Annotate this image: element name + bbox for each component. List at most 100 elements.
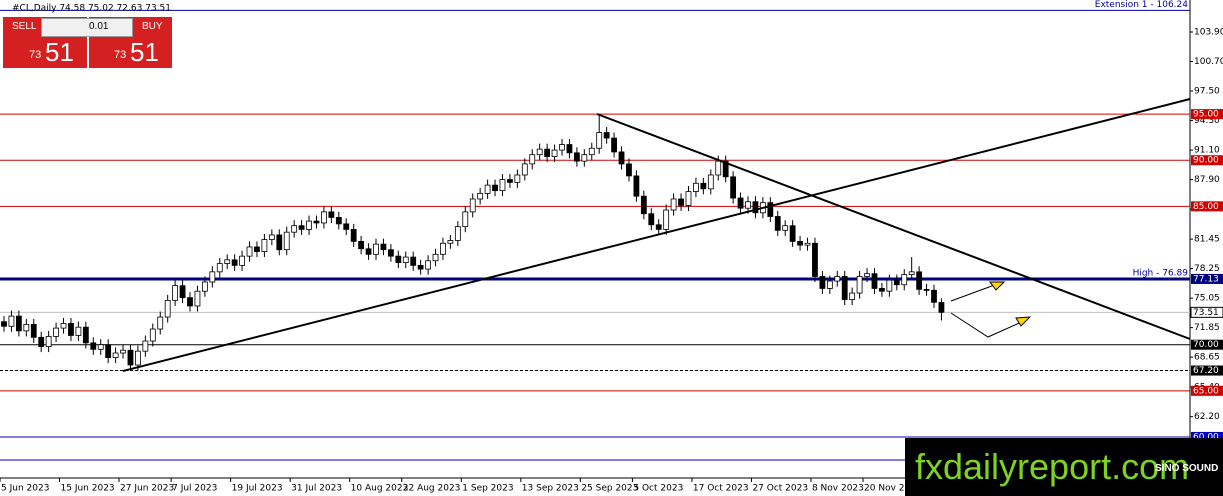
- candle-body: [135, 350, 141, 366]
- candle-body: [923, 288, 930, 291]
- arrow-head: [989, 281, 1006, 291]
- x-tick-label: 13 Sep 2023: [522, 484, 579, 494]
- x-tick-label: 5 Oct 2023: [633, 484, 683, 494]
- candle-body: [931, 289, 937, 303]
- candle-body: [440, 242, 446, 255]
- candle-body: [365, 248, 372, 255]
- lot-size[interactable]: 0.01: [89, 21, 109, 32]
- level-label: 65.00: [1193, 386, 1219, 396]
- x-tick-label: 27 Jun 2023: [120, 484, 174, 494]
- sell-button[interactable]: SELL: [12, 21, 37, 32]
- candle-body: [462, 211, 469, 228]
- candle-body: [752, 201, 759, 214]
- y-tick-label: 87.90: [1194, 175, 1220, 185]
- candle-body: [678, 198, 684, 206]
- candle-body: [551, 149, 558, 157]
- level-box: [1190, 306, 1223, 318]
- x-tick-label: 27 Oct 2023: [752, 484, 808, 494]
- level-label: 95.00: [1193, 110, 1219, 120]
- level-box: [1191, 273, 1223, 284]
- candle-body: [819, 276, 826, 289]
- candle-body: [172, 285, 179, 301]
- candle-body: [737, 197, 744, 209]
- candle-body: [82, 326, 89, 344]
- candle-body: [313, 220, 320, 224]
- candle-body: [730, 176, 737, 199]
- candle-body: [291, 225, 298, 233]
- candle-body: [611, 137, 617, 153]
- candle-body: [38, 336, 45, 347]
- candle-body: [559, 144, 565, 151]
- buy-price: 73: [114, 49, 127, 61]
- arrow-head: [1015, 316, 1032, 327]
- candle-body: [841, 276, 848, 300]
- candle-body: [276, 234, 283, 251]
- x-tick-label: 19 Jul 2023: [232, 484, 283, 494]
- arrow: [950, 312, 1027, 338]
- candle-body: [856, 276, 863, 294]
- x-tick-label: 17 Oct 2023: [693, 484, 749, 494]
- candle-body: [804, 242, 811, 246]
- y-tick-label: 78.25: [1194, 264, 1220, 274]
- candle-body: [1, 321, 7, 327]
- candle-body: [715, 160, 722, 176]
- candle-body: [454, 226, 461, 241]
- lot-spinner[interactable]: [41, 18, 133, 37]
- candle-body: [179, 285, 186, 299]
- arrow: [950, 282, 1001, 302]
- level-box: [1191, 155, 1223, 166]
- candle-body: [477, 193, 484, 200]
- candle-body: [886, 279, 893, 292]
- sell-price: 73: [29, 49, 42, 61]
- candle-body: [826, 280, 833, 289]
- x-tick-label: 25 Sep 2023: [581, 484, 638, 494]
- candle-body: [633, 175, 640, 197]
- candle-body: [901, 274, 908, 286]
- level-label: 90.00: [1193, 156, 1219, 166]
- x-tick-label: 20 Nov 2023: [864, 484, 922, 494]
- level-box: [1191, 201, 1223, 212]
- candle-body: [834, 276, 841, 282]
- candle-body: [700, 182, 707, 190]
- candle-body: [231, 259, 238, 266]
- candle-body: [685, 191, 692, 206]
- candle-body: [871, 273, 878, 289]
- x-tick-label: 15 Jun 2023: [61, 484, 115, 494]
- x-tick-label: 8 Nov 2023: [812, 484, 864, 494]
- y-tick-label: 62.20: [1194, 412, 1220, 422]
- candle-body: [8, 315, 15, 327]
- candle-body: [343, 223, 350, 230]
- watermark-site: fxdailyreport.com: [915, 446, 1190, 487]
- candle-body: [432, 253, 439, 262]
- candle-body: [469, 198, 476, 213]
- candle-body: [782, 225, 789, 231]
- candle-body: [306, 220, 312, 230]
- level-label: 85.00: [1193, 202, 1219, 212]
- candle-body: [97, 344, 104, 350]
- candle-body: [544, 148, 551, 157]
- buy-price-pips: 51: [130, 37, 159, 67]
- buy-button[interactable]: BUY: [142, 21, 163, 32]
- candles: [1, 115, 945, 371]
- x-tick-label: 5 Jun 2023: [1, 484, 49, 494]
- candle-body: [246, 246, 253, 257]
- y-tick-label: 103.90: [1194, 28, 1223, 38]
- candle-body: [90, 342, 97, 350]
- candle-body: [447, 240, 454, 244]
- trendline: [596, 113, 1191, 340]
- candle-body: [640, 195, 647, 215]
- candle-body: [774, 216, 781, 231]
- candle-body: [45, 336, 52, 347]
- candle-body: [521, 163, 528, 176]
- candle-body: [23, 324, 30, 332]
- candle-body: [417, 264, 424, 270]
- level-box: [1191, 431, 1223, 442]
- candle-body: [216, 263, 223, 273]
- candle-body: [767, 202, 774, 217]
- candle-body: [298, 225, 305, 230]
- candle-body: [499, 179, 506, 192]
- candle-body: [514, 174, 521, 183]
